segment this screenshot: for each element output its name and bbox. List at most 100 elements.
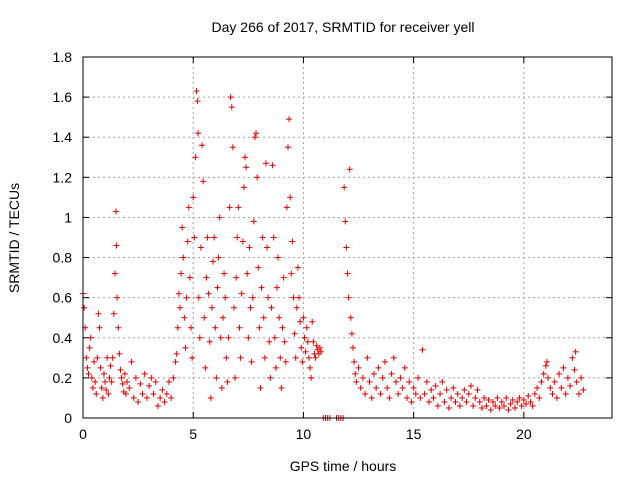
data-point [268, 304, 275, 311]
data-point [553, 394, 560, 401]
data-point [139, 390, 146, 397]
data-point [246, 244, 253, 251]
data-point [152, 378, 159, 385]
data-point [197, 244, 204, 251]
data-point [359, 374, 366, 381]
data-point [262, 160, 269, 167]
data-point [95, 310, 102, 317]
data-point [267, 374, 274, 381]
data-point [135, 398, 142, 405]
y-tick-label: 0 [64, 410, 72, 426]
data-point [214, 284, 221, 291]
data-point [284, 144, 291, 151]
data-point [206, 338, 213, 345]
data-point [415, 374, 422, 381]
data-point [525, 392, 532, 399]
data-point [286, 116, 293, 123]
y-tick-label: 0.8 [53, 250, 73, 266]
data-point [547, 384, 554, 391]
data-point [443, 386, 450, 393]
data-point [270, 234, 277, 241]
data-point [308, 374, 315, 381]
data-point [161, 398, 168, 405]
data-point [178, 270, 185, 277]
data-point [250, 218, 257, 225]
data-point [168, 394, 175, 401]
data-point [106, 374, 113, 381]
data-point [575, 390, 582, 397]
data-point [312, 354, 319, 361]
data-point [364, 354, 371, 361]
data-point [200, 178, 207, 185]
data-point [116, 350, 123, 357]
data-point [180, 254, 187, 261]
data-point [143, 394, 150, 401]
data-point [97, 364, 104, 371]
data-point [247, 304, 254, 311]
data-point [217, 334, 224, 341]
data-point [173, 350, 180, 357]
data-point [518, 402, 525, 409]
data-point [313, 342, 320, 349]
data-point [390, 354, 397, 361]
data-point [292, 354, 299, 361]
data-point [266, 338, 273, 345]
data-point [523, 400, 530, 407]
data-point [412, 390, 419, 397]
data-point [273, 284, 280, 291]
x-tick-label: 5 [189, 426, 197, 442]
data-point [456, 402, 463, 409]
data-point [395, 390, 402, 397]
data-point [189, 354, 196, 361]
data-point [300, 314, 307, 321]
data-point [498, 398, 505, 405]
data-point [212, 324, 219, 331]
data-point [417, 394, 424, 401]
data-point [232, 374, 239, 381]
data-point [192, 154, 199, 161]
data-point [536, 394, 543, 401]
data-point [94, 354, 101, 361]
data-point [202, 364, 209, 371]
data-point [204, 234, 211, 241]
data-point [316, 344, 323, 351]
data-point [507, 400, 514, 407]
data-point [478, 404, 485, 411]
data-point [211, 234, 218, 241]
data-point [236, 324, 243, 331]
data-point [170, 374, 177, 381]
data-point [249, 294, 256, 301]
data-point [99, 394, 106, 401]
data-point [305, 354, 312, 361]
data-point [379, 374, 386, 381]
data-point [244, 270, 251, 277]
data-point [505, 406, 512, 413]
data-point [452, 398, 459, 405]
data-point [111, 270, 118, 277]
data-point [174, 324, 181, 331]
data-point [534, 384, 541, 391]
data-point [185, 204, 192, 211]
data-point [481, 394, 488, 401]
data-point [279, 324, 286, 331]
data-point [110, 310, 117, 317]
data-point [297, 318, 304, 325]
data-point [238, 290, 245, 297]
data-point [272, 364, 279, 371]
data-point [199, 142, 206, 149]
data-point [108, 378, 115, 385]
data-point [239, 238, 246, 245]
y-tick-label: 0.6 [53, 290, 73, 306]
data-point [283, 204, 290, 211]
data-point [255, 264, 262, 271]
data-point [146, 382, 153, 389]
y-axis-label: SRMTID / TECUs [6, 183, 22, 293]
data-point [307, 364, 314, 371]
data-point [454, 390, 461, 397]
data-point [287, 194, 294, 201]
data-point [392, 378, 399, 385]
data-point [448, 394, 455, 401]
data-point [476, 398, 483, 405]
data-point [84, 364, 91, 371]
data-point [344, 270, 351, 277]
